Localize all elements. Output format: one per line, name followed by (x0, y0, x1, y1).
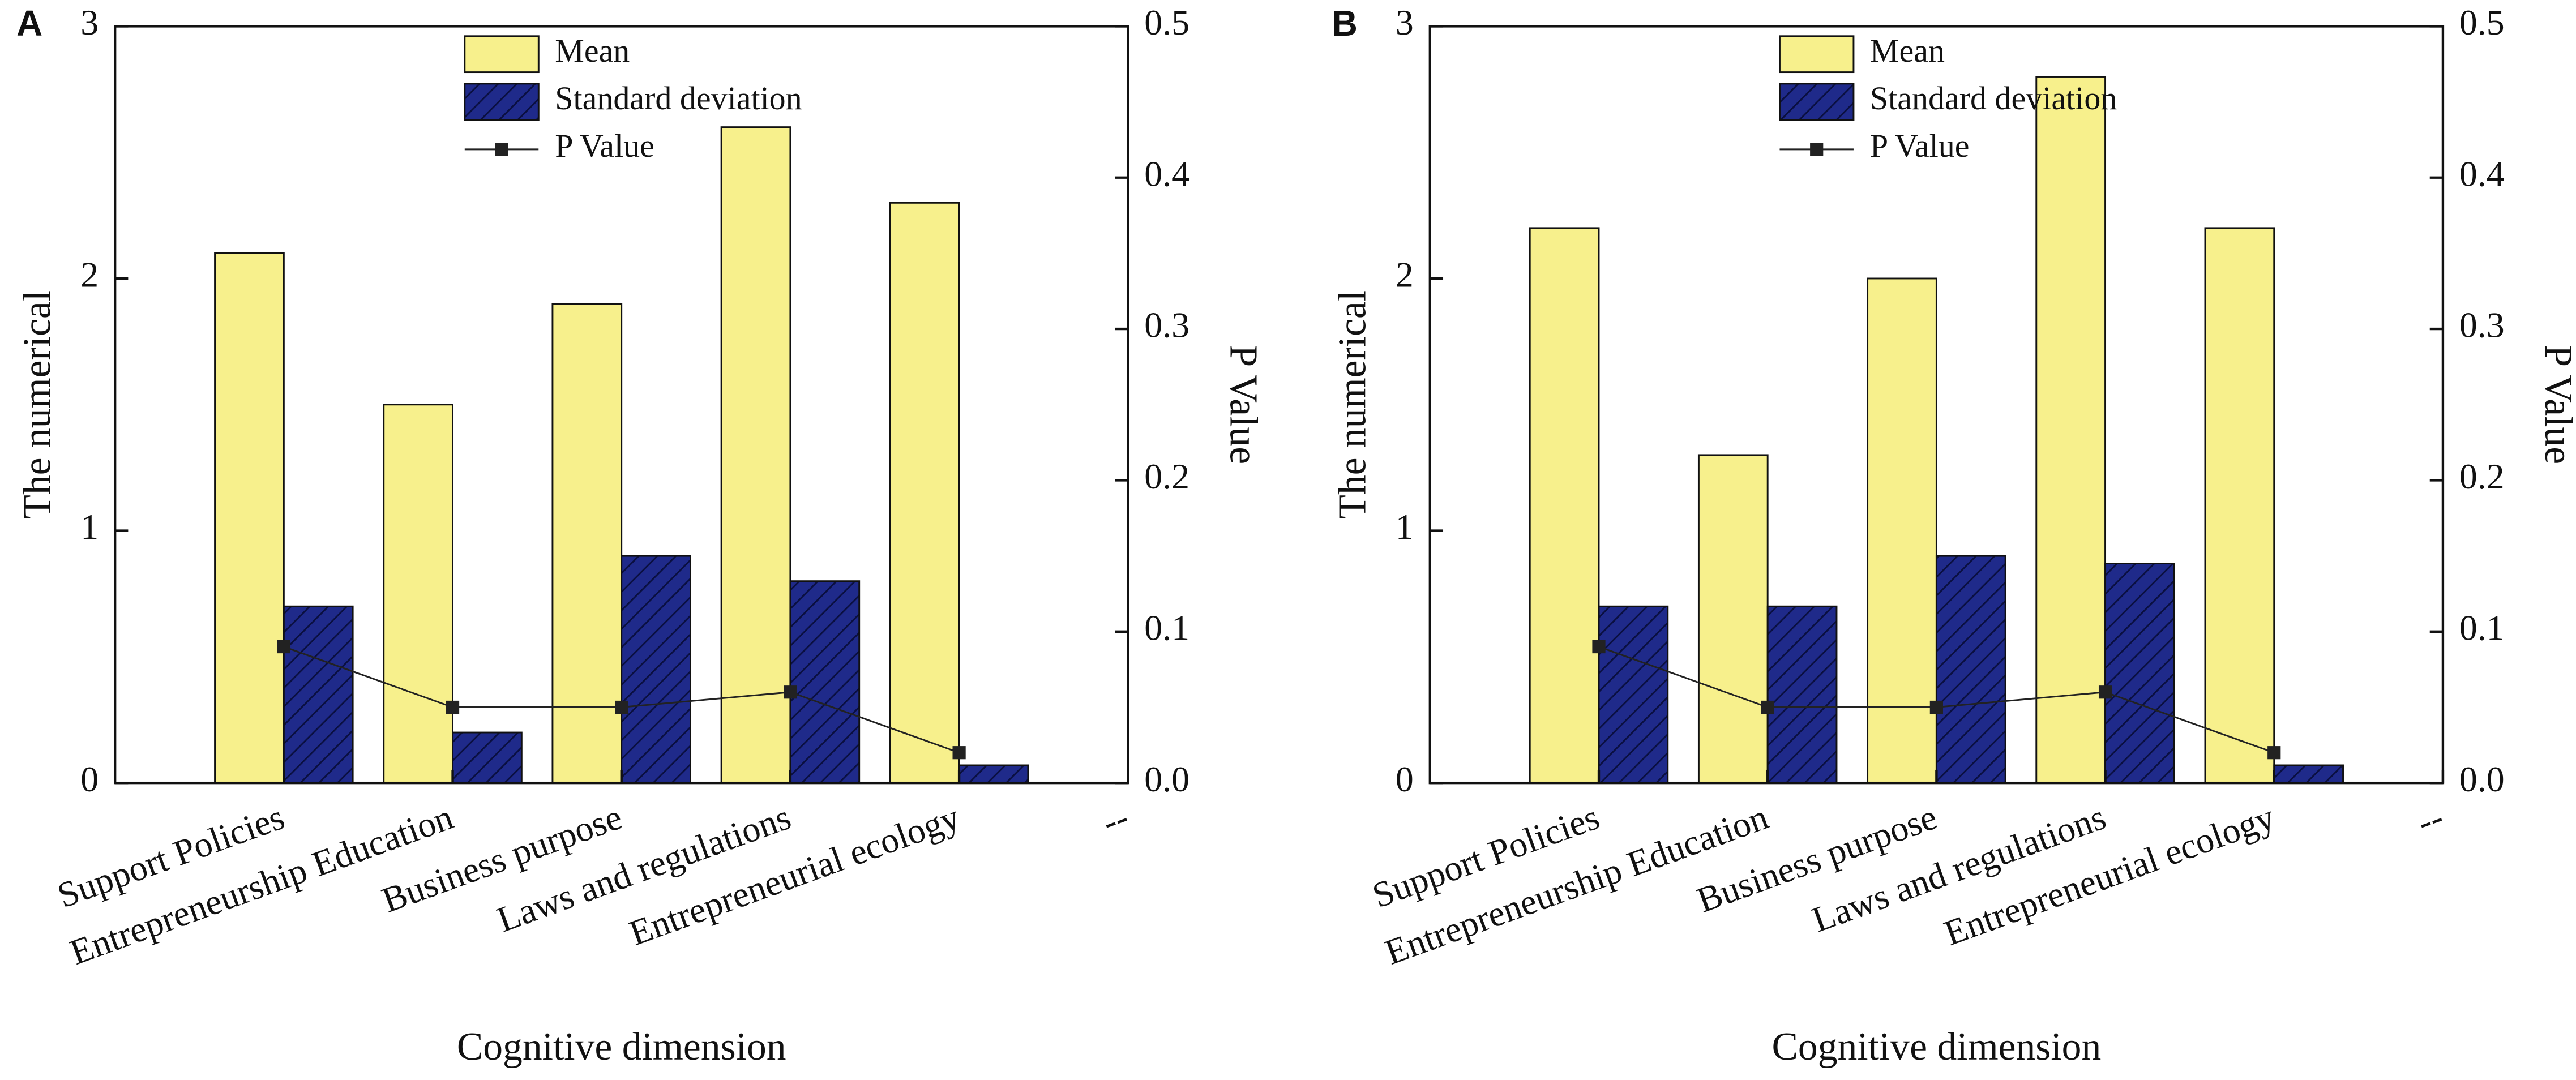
p-value-marker (2267, 746, 2281, 760)
y2-tick-label: 0.1 (1144, 607, 1189, 648)
p-value-marker (952, 746, 966, 760)
bar (2035, 76, 2107, 784)
bar (1598, 605, 1669, 784)
y2-tick-label: 0.0 (1144, 759, 1189, 799)
x-tick-label: -- (1097, 796, 1133, 842)
y2-axis-label: P Value (1221, 345, 1265, 464)
x-tick-label: -- (2412, 796, 2449, 842)
y-tick-label: 0 (80, 759, 99, 799)
p-value-marker (2098, 685, 2112, 699)
legend-marker (495, 143, 508, 156)
p-value-marker (1592, 640, 1606, 654)
bar (2104, 563, 2175, 784)
p-value-marker (446, 700, 460, 714)
y-axis-label: The numerical (1330, 290, 1374, 519)
y2-tick-label: 0.4 (1144, 153, 1189, 194)
bar (2273, 764, 2344, 784)
legend-label: Standard deviation (1870, 80, 2117, 117)
y2-tick-label: 0.3 (2459, 305, 2505, 345)
bar (1867, 277, 1937, 784)
legend-label: Standard deviation (555, 80, 802, 117)
bar (383, 404, 453, 784)
y-tick-label: 1 (80, 507, 99, 547)
bar (789, 580, 861, 784)
bar (452, 731, 523, 784)
bar (2204, 227, 2275, 784)
bar (551, 303, 623, 784)
x-axis-label: Cognitive dimension (457, 1025, 786, 1069)
y2-axis-label: P Value (2536, 345, 2576, 464)
p-value-marker (1929, 700, 1943, 714)
p-value-marker (277, 640, 290, 654)
y2-tick-label: 0.5 (2459, 2, 2505, 42)
y-axis-label: The numerical (16, 290, 59, 519)
y-tick-label: 2 (1396, 255, 1414, 295)
y2-tick-label: 0.0 (2459, 759, 2505, 799)
legend-swatch (1779, 35, 1855, 74)
bar (1935, 555, 2006, 784)
legend-swatch (464, 35, 540, 74)
bar (720, 126, 791, 784)
legend-swatch (1779, 83, 1855, 121)
legend-label: Mean (1870, 32, 1945, 69)
bar (214, 252, 285, 784)
y-tick-label: 0 (1396, 759, 1414, 799)
panel-label: A (16, 3, 42, 44)
bar (889, 202, 960, 784)
p-value-marker (615, 700, 628, 714)
y2-tick-label: 0.1 (2459, 607, 2505, 648)
p-value-marker (1761, 700, 1774, 714)
bar (1529, 227, 1600, 784)
legend-swatch (464, 83, 540, 121)
y-tick-label: 1 (1396, 507, 1414, 547)
y2-tick-label: 0.2 (2459, 456, 2505, 496)
y2-tick-label: 0.2 (1144, 456, 1189, 496)
y-tick-label: 3 (80, 2, 99, 42)
legend-label: P Value (555, 127, 654, 164)
bar (958, 764, 1029, 784)
legend-label: P Value (1870, 127, 1970, 164)
y2-tick-label: 0.5 (1144, 2, 1189, 42)
bar (621, 555, 691, 784)
legend-marker (1810, 143, 1824, 156)
x-axis-label: Cognitive dimension (1772, 1025, 2102, 1069)
legend-label: Mean (555, 32, 630, 69)
bar (1766, 605, 1838, 784)
y-tick-label: 2 (80, 255, 99, 295)
panel-label: B (1332, 3, 1358, 44)
bar (283, 605, 354, 784)
p-value-marker (784, 685, 797, 699)
y-tick-label: 3 (1396, 2, 1414, 42)
bar (1697, 454, 1769, 784)
y2-tick-label: 0.4 (2459, 153, 2505, 194)
y2-tick-label: 0.3 (1144, 305, 1189, 345)
